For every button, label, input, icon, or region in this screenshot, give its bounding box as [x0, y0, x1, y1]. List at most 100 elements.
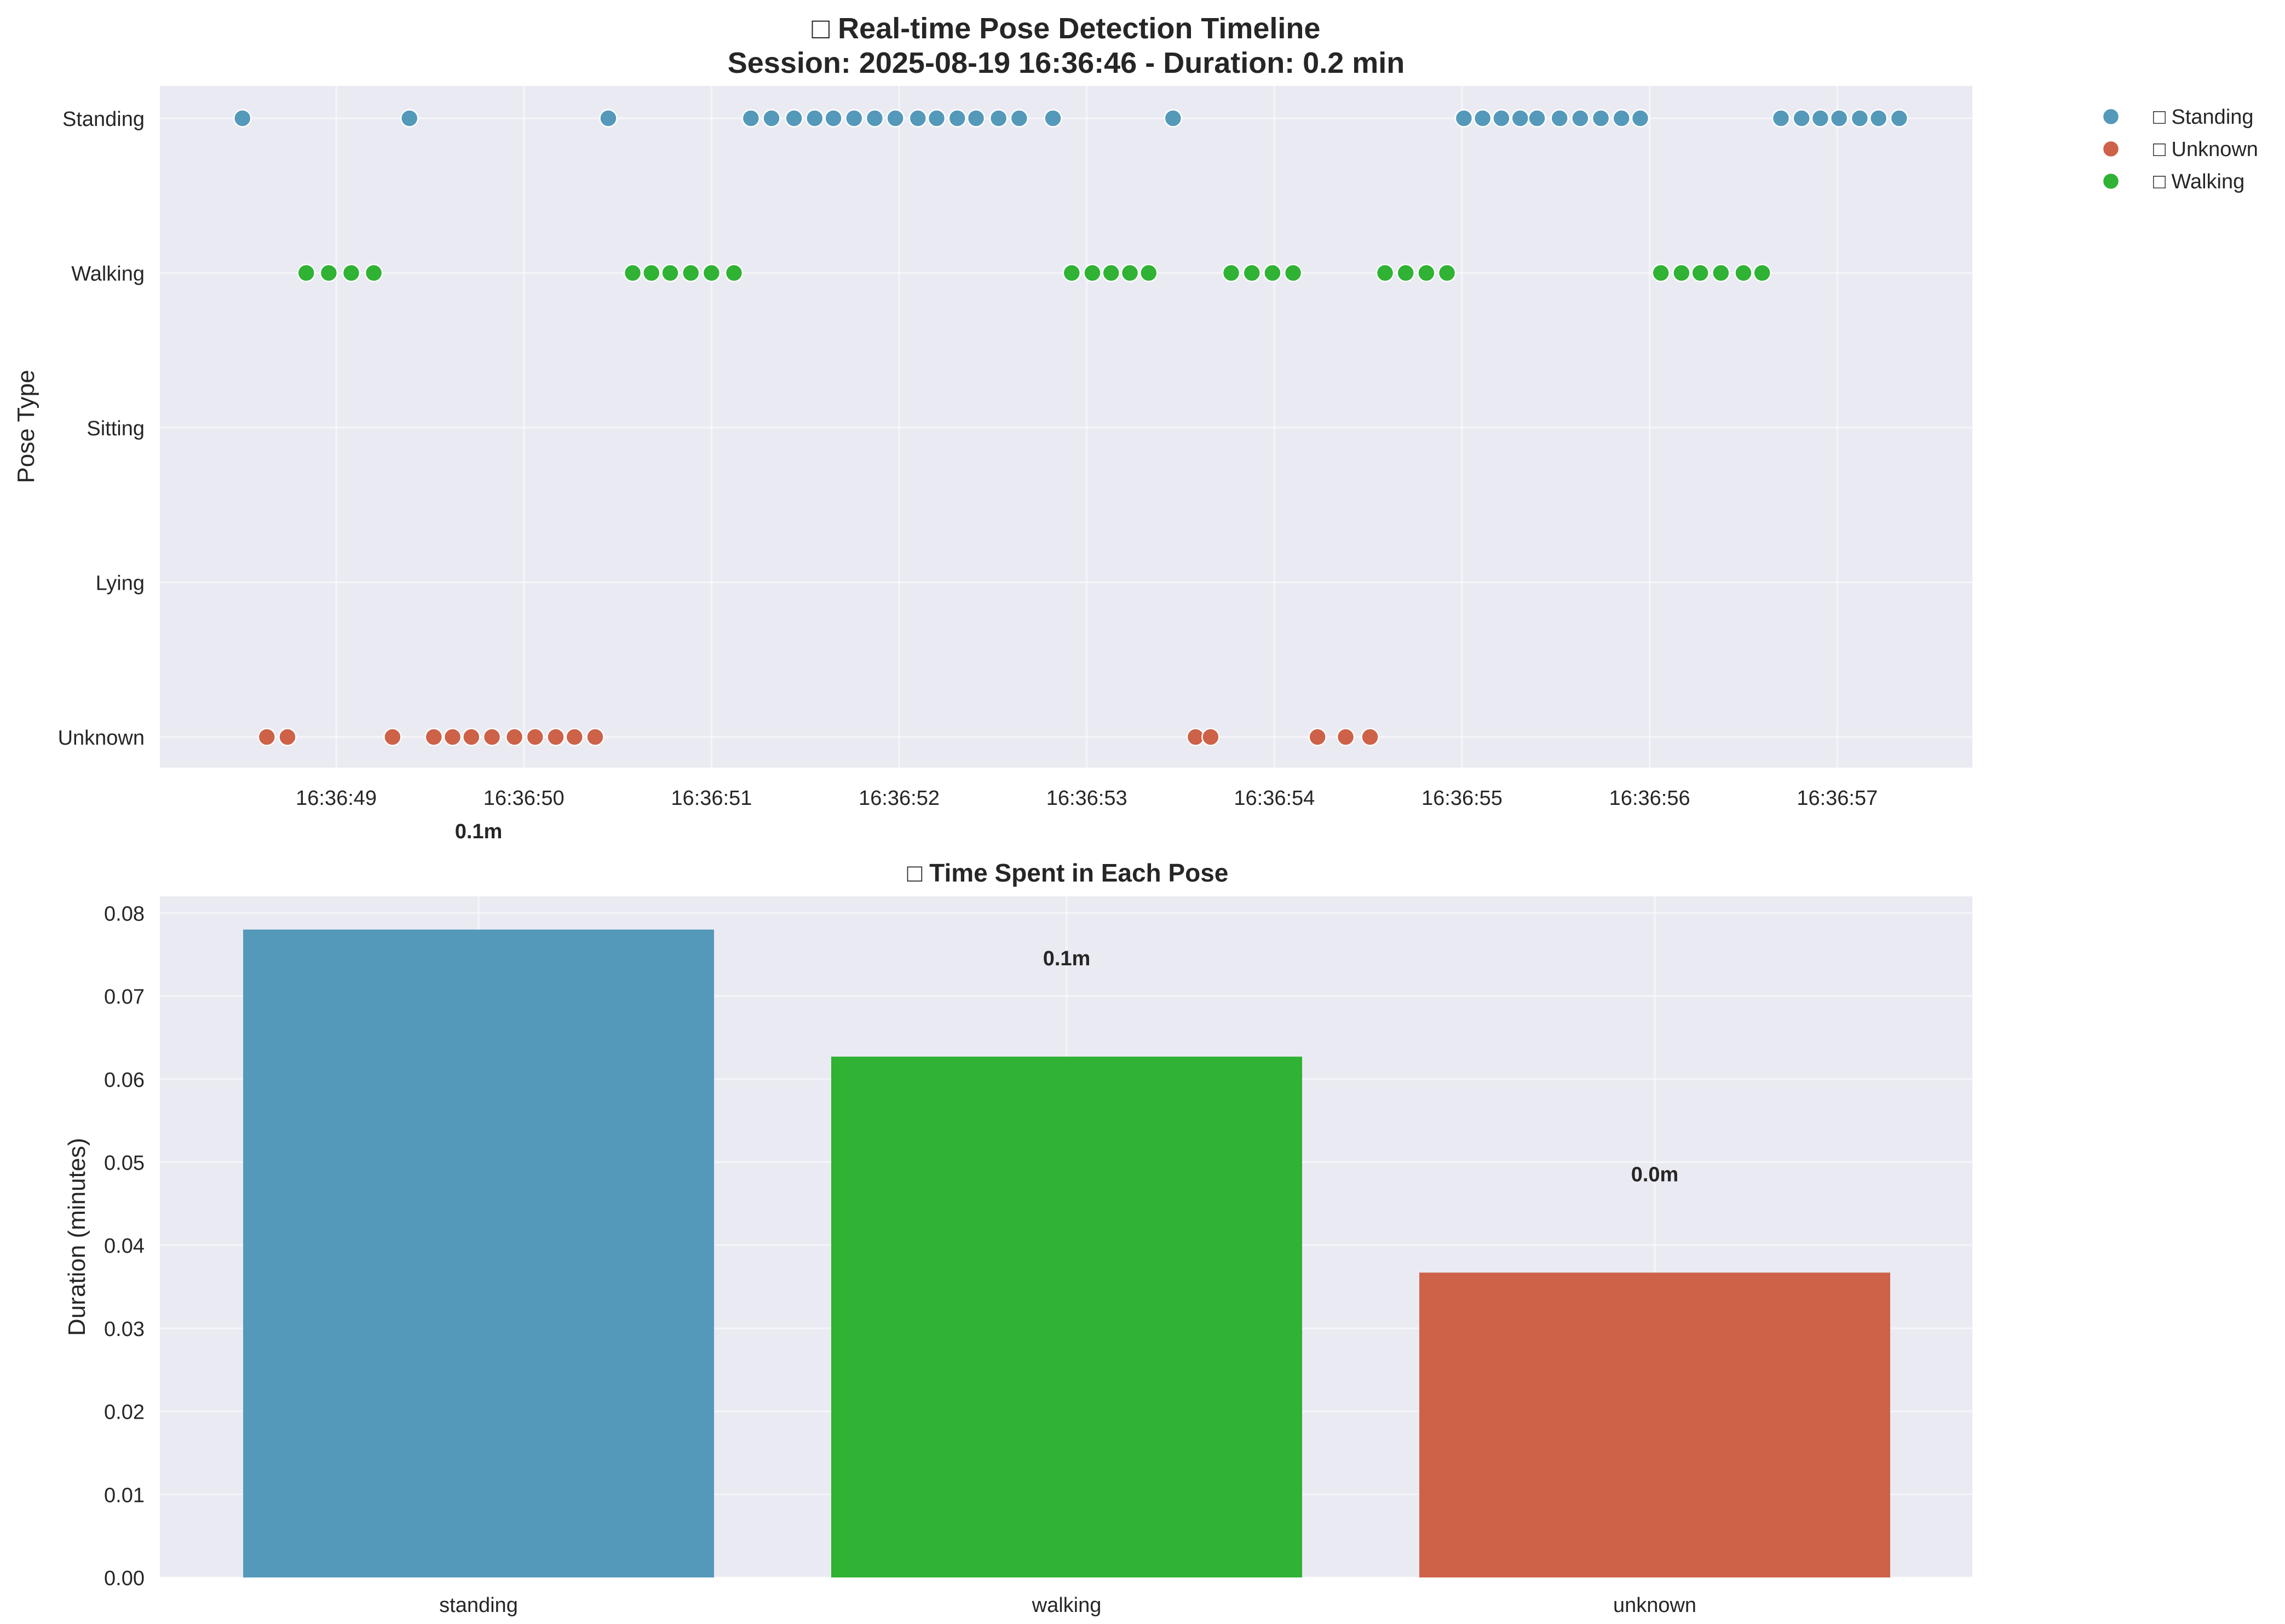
timeline-point-walking	[1651, 263, 1670, 283]
timeline-point-unknown	[462, 728, 481, 746]
timeline-point-walking	[1139, 263, 1158, 283]
timeline-point-walking	[1062, 263, 1081, 283]
bar-x-tick-label: walking	[1032, 1594, 1102, 1617]
timeline-title-line1: □ Real-time Pose Detection Timeline	[812, 12, 1321, 45]
bar-y-tick-label: 0.01	[104, 1484, 145, 1507]
timeline-point-walking	[1083, 263, 1102, 283]
timeline-y-tick-label: Standing	[62, 108, 145, 131]
timeline-point-standing	[599, 109, 618, 128]
timeline-point-standing	[886, 109, 905, 128]
timeline-point-unknown	[1308, 728, 1327, 746]
timeline-y-tick-label: Walking	[71, 263, 145, 286]
timeline-point-standing	[1771, 109, 1791, 128]
timeline-point-standing	[845, 109, 864, 128]
timeline-y-tick-label: Lying	[96, 572, 145, 595]
timeline-point-walking	[1375, 263, 1395, 283]
bar-y-tick-label: 0.02	[104, 1401, 145, 1424]
timeline-x-tick-label: 16:36:56	[1609, 787, 1690, 810]
timeline-point-standing	[1550, 109, 1569, 128]
timeline-x-tick-label: 16:36:57	[1797, 787, 1878, 810]
timeline-point-unknown	[443, 728, 462, 746]
timeline-x-tick-label: 16:36:51	[671, 787, 752, 810]
timeline-point-standing	[966, 109, 986, 128]
timeline-point-unknown	[565, 728, 584, 746]
timeline-point-walking	[1753, 263, 1771, 283]
legend-marker	[2102, 107, 2120, 126]
timeline-point-standing	[1612, 109, 1631, 128]
timeline-point-standing	[1454, 109, 1474, 128]
timeline-point-standing	[948, 109, 967, 128]
bar-unknown	[1419, 1272, 1890, 1577]
timeline-point-walking	[1437, 263, 1457, 283]
timeline-point-standing	[1511, 109, 1529, 128]
bar-y-tick-label: 0.05	[104, 1151, 145, 1174]
legend-label: □ Unknown	[2153, 138, 2258, 161]
bar-y-tick-label: 0.04	[104, 1235, 145, 1258]
bar-x-tick-label: standing	[439, 1594, 518, 1617]
timeline-point-walking	[1417, 263, 1436, 283]
timeline-point-walking	[642, 263, 661, 283]
timeline-point-walking	[1734, 263, 1753, 283]
timeline-point-walking	[724, 263, 744, 283]
legend-marker	[2102, 172, 2120, 191]
bar-y-tick-label: 0.06	[104, 1069, 145, 1092]
bar-y-tick-label: 0.08	[104, 902, 145, 925]
timeline-point-standing	[1492, 109, 1511, 128]
timeline-point-unknown	[505, 728, 524, 746]
bar-walking	[831, 1056, 1302, 1577]
timeline-y-tick-label: Unknown	[58, 727, 145, 750]
timeline-x-tick-label: 16:36:49	[296, 787, 377, 810]
legend-marker	[2102, 140, 2120, 158]
timeline-point-standing	[1164, 109, 1183, 128]
timeline-point-standing	[1811, 109, 1830, 128]
timeline-point-standing	[1591, 109, 1610, 128]
timeline-point-standing	[1473, 109, 1492, 128]
timeline-point-standing	[741, 109, 761, 128]
timeline-point-standing	[1528, 109, 1546, 128]
bar-y-tick-label: 0.03	[104, 1318, 145, 1341]
timeline-point-unknown	[278, 728, 297, 746]
bar-y-tick-label: 0.07	[104, 986, 145, 1009]
timeline-point-unknown	[424, 728, 444, 746]
timeline-point-walking	[1120, 263, 1139, 283]
bar-value-label: 0.0m	[1631, 1163, 1679, 1186]
timeline-point-walking	[364, 263, 383, 283]
timeline-point-standing	[805, 109, 824, 128]
timeline-point-standing	[1571, 109, 1590, 128]
timeline-point-unknown	[526, 728, 545, 746]
timeline-point-standing	[1010, 109, 1029, 128]
timeline-point-walking	[1712, 263, 1730, 283]
timeline-point-standing	[824, 109, 843, 128]
timeline-point-walking	[1263, 263, 1282, 283]
timeline-point-standing	[989, 109, 1008, 128]
timeline-point-walking	[681, 263, 700, 283]
timeline-point-standing	[1792, 109, 1811, 128]
timeline-point-walking	[1691, 263, 1710, 283]
timeline-x-tick-label: 16:36:53	[1046, 787, 1127, 810]
timeline-x-tick-label: 16:36:55	[1421, 787, 1503, 810]
timeline-point-unknown	[546, 728, 565, 746]
timeline-x-tick-label: 16:36:54	[1234, 787, 1315, 810]
timeline-point-walking	[1222, 263, 1241, 283]
timeline-point-standing	[927, 109, 946, 128]
timeline-point-standing	[865, 109, 884, 128]
timeline-point-walking	[297, 263, 316, 283]
bar-value-label: 0.1m	[1043, 947, 1091, 970]
timeline-point-standing	[1850, 109, 1869, 128]
timeline-point-standing	[1869, 109, 1888, 128]
bar-standing	[243, 929, 714, 1577]
timeline-point-standing	[1890, 109, 1909, 128]
timeline-point-unknown	[257, 728, 277, 746]
timeline-title-line2: Session: 2025-08-19 16:36:46 - Duration:…	[728, 47, 1405, 79]
timeline-point-standing	[1044, 109, 1062, 128]
timeline-point-standing	[1829, 109, 1849, 128]
timeline-x-tick-label: 16:36:50	[484, 787, 565, 810]
timeline-point-walking	[1102, 263, 1120, 283]
timeline-point-unknown	[1361, 728, 1379, 746]
timeline-point-walking	[342, 263, 361, 283]
timeline-point-unknown	[1201, 728, 1220, 746]
timeline-legend: □ Standing □ Unknown □ Walking	[2102, 106, 2258, 193]
timeline-point-walking	[702, 263, 721, 283]
bar-y-axis-label: Duration (minutes)	[64, 1138, 90, 1336]
